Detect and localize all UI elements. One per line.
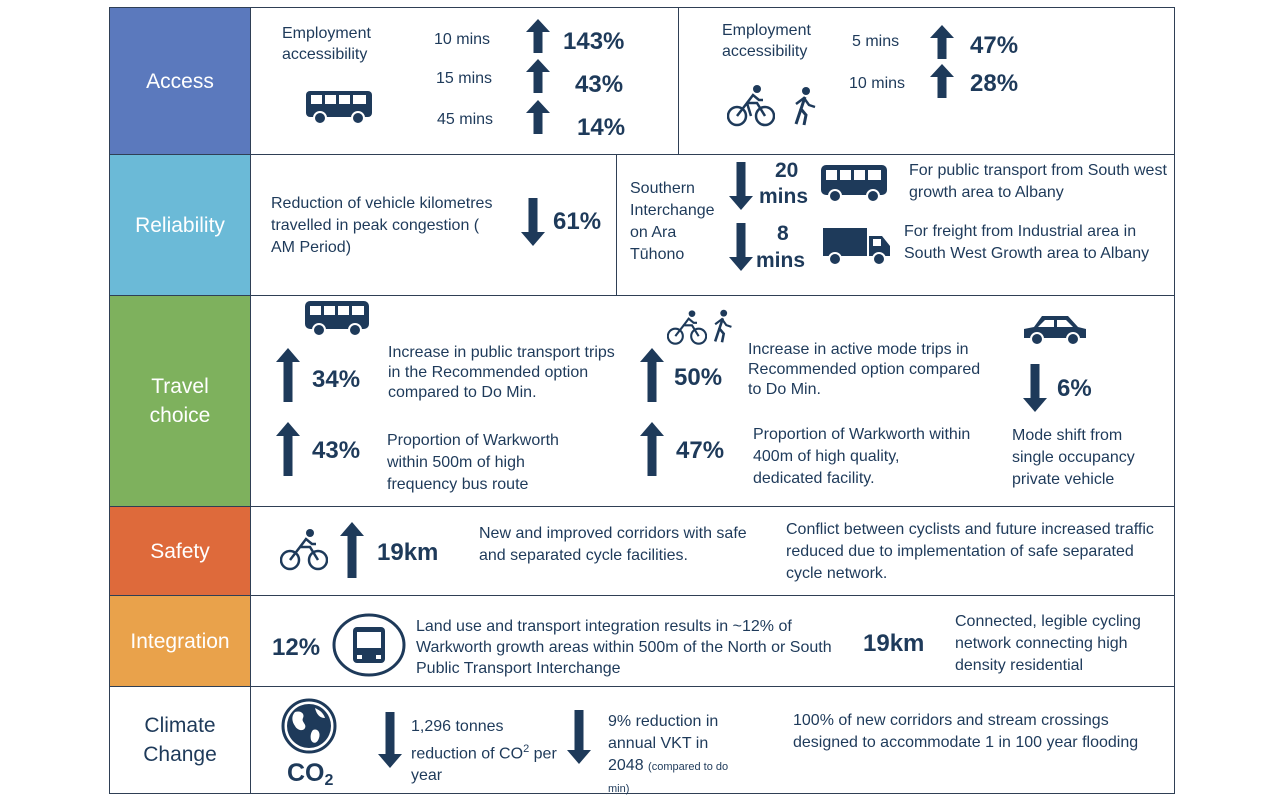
row-label-travel-choice: Travel choice — [110, 296, 251, 506]
access-active-value-1: 47% — [970, 32, 1019, 59]
reliability-pt-text: For public transport from South west gro… — [909, 162, 1167, 201]
integration-value-1: 12% — [272, 634, 321, 661]
up-arrow-icon — [276, 348, 300, 402]
travel-active-trips-text: Increase in active mode trips in Recomme… — [748, 341, 981, 398]
safety-text-1: New and improved corridors with safe and… — [479, 525, 747, 564]
co2-label: CO2 — [287, 759, 333, 790]
column-divider — [678, 8, 679, 154]
access-active-time-2: 10 mins — [849, 75, 906, 92]
reliability-vkt-value: 61% — [553, 208, 602, 235]
down-arrow-icon — [378, 712, 402, 768]
climate-flooding-text: 100% of new corridors and stream crossin… — [793, 712, 1139, 751]
up-arrow-icon — [930, 64, 954, 98]
down-arrow-icon — [729, 162, 753, 210]
row-divider — [110, 506, 1174, 507]
climate-co2-text: 1,296 tonnes reduction of CO2 per year — [411, 716, 561, 787]
travel-active-proximity-value: 47% — [676, 437, 725, 464]
up-arrow-icon — [526, 19, 550, 53]
up-arrow-icon — [526, 59, 550, 93]
bicycle-icon — [667, 308, 707, 346]
integration-text-2: Connected, legible cycling network conne… — [955, 613, 1141, 674]
integration-value-2: 19km — [863, 630, 925, 657]
bus-icon — [305, 90, 373, 126]
row-label-climate-change: Climate Change — [110, 687, 251, 793]
travel-pt-trips-value: 34% — [312, 366, 361, 393]
co2-subscript: 2 — [324, 772, 334, 789]
reliability-vkt-text: Reduction of vehicle kilometres travelle… — [271, 195, 493, 256]
row-divider — [110, 295, 1174, 296]
row-divider — [110, 595, 1174, 596]
up-arrow-icon — [640, 422, 664, 476]
down-arrow-icon — [1023, 364, 1047, 412]
truck-icon — [822, 226, 892, 268]
up-arrow-icon — [526, 100, 550, 134]
access-bus-value-1: 143% — [563, 28, 625, 55]
row-label-reliability: Reliability — [110, 155, 251, 295]
up-arrow-icon — [640, 348, 664, 402]
climate-vkt-text: 9% reduction in annual VKT in 2048 (comp… — [608, 711, 748, 799]
vkt-text-main: 9% reduction in annual VKT in 2048 — [608, 713, 719, 774]
access-active-time-1: 5 mins — [852, 33, 900, 50]
travel-active-proximity-text: Proportion of Warkworth within 400m of h… — [753, 426, 971, 487]
column-divider — [616, 155, 617, 295]
walking-icon — [710, 308, 734, 344]
safety-text-2: Conflict between cyclists and future inc… — [786, 521, 1154, 582]
down-arrow-icon — [521, 198, 545, 246]
access-bus-time-2: 15 mins — [436, 70, 493, 87]
up-arrow-icon — [340, 522, 364, 578]
summary-table — [109, 7, 1175, 794]
row-label-access: Access — [110, 8, 251, 154]
row-divider — [110, 686, 1174, 687]
row-label-safety: Safety — [110, 507, 251, 595]
row-label-integration: Integration — [110, 596, 251, 686]
travel-mode-shift-value: 6% — [1057, 375, 1092, 402]
label-text: Safety — [150, 539, 210, 563]
access-active-value-2: 28% — [970, 70, 1019, 97]
car-icon — [1020, 312, 1090, 348]
co2-text-end: per year — [411, 745, 557, 785]
label-text: Travel choice — [149, 375, 211, 427]
bicycle-icon — [280, 527, 328, 571]
label-text: Integration — [130, 629, 230, 653]
co2-superscript: 2 — [523, 743, 530, 755]
up-arrow-icon — [276, 422, 300, 476]
travel-active-trips-value: 50% — [674, 364, 723, 391]
row-divider — [110, 154, 1174, 155]
access-bus-value-3: 14% — [577, 114, 626, 141]
down-arrow-icon — [729, 223, 753, 271]
walking-icon — [790, 86, 818, 126]
vkt-note: (compared to do min) — [608, 761, 729, 795]
co2-text-main: 1,296 tonnes reduction of CO — [411, 718, 524, 763]
access-bus-title: Employment accessibility — [282, 25, 371, 63]
reliability-interchange-label: Southern Interchange on Ara Tūhono — [630, 180, 715, 263]
bus-stop-icon — [331, 613, 407, 677]
label-text: Climate Change — [143, 714, 217, 766]
access-bus-value-2: 43% — [575, 71, 624, 98]
travel-pt-proximity-value: 43% — [312, 437, 361, 464]
globe-icon — [281, 698, 337, 754]
down-arrow-icon — [567, 710, 591, 764]
bus-icon — [304, 300, 370, 338]
label-text: Reliability — [135, 213, 225, 237]
travel-pt-trips-text: Increase in public transport trips in th… — [388, 344, 615, 401]
safety-value: 19km — [377, 539, 439, 566]
access-bus-time-3: 45 mins — [437, 111, 494, 128]
bicycle-icon — [727, 83, 775, 127]
reliability-freight-unit: mins — [756, 249, 806, 272]
bus-icon — [820, 164, 888, 204]
label-text: Access — [146, 69, 214, 93]
co2-text: CO — [287, 759, 325, 787]
travel-pt-proximity-text: Proportion of Warkworth within 500m of h… — [387, 432, 559, 493]
access-active-title: Employment accessibility — [722, 22, 811, 60]
integration-text-1: Land use and transport integration resul… — [416, 618, 832, 677]
reliability-pt-unit: mins — [759, 185, 809, 208]
up-arrow-icon — [930, 25, 954, 59]
reliability-freight-value: 8 — [777, 222, 789, 245]
access-bus-time-1: 10 mins — [434, 31, 491, 48]
reliability-freight-text: For freight from Industrial area in Sout… — [904, 223, 1150, 262]
travel-mode-shift-text: Mode shift from single occupancy private… — [1012, 427, 1135, 488]
reliability-pt-value: 20 — [775, 159, 799, 182]
